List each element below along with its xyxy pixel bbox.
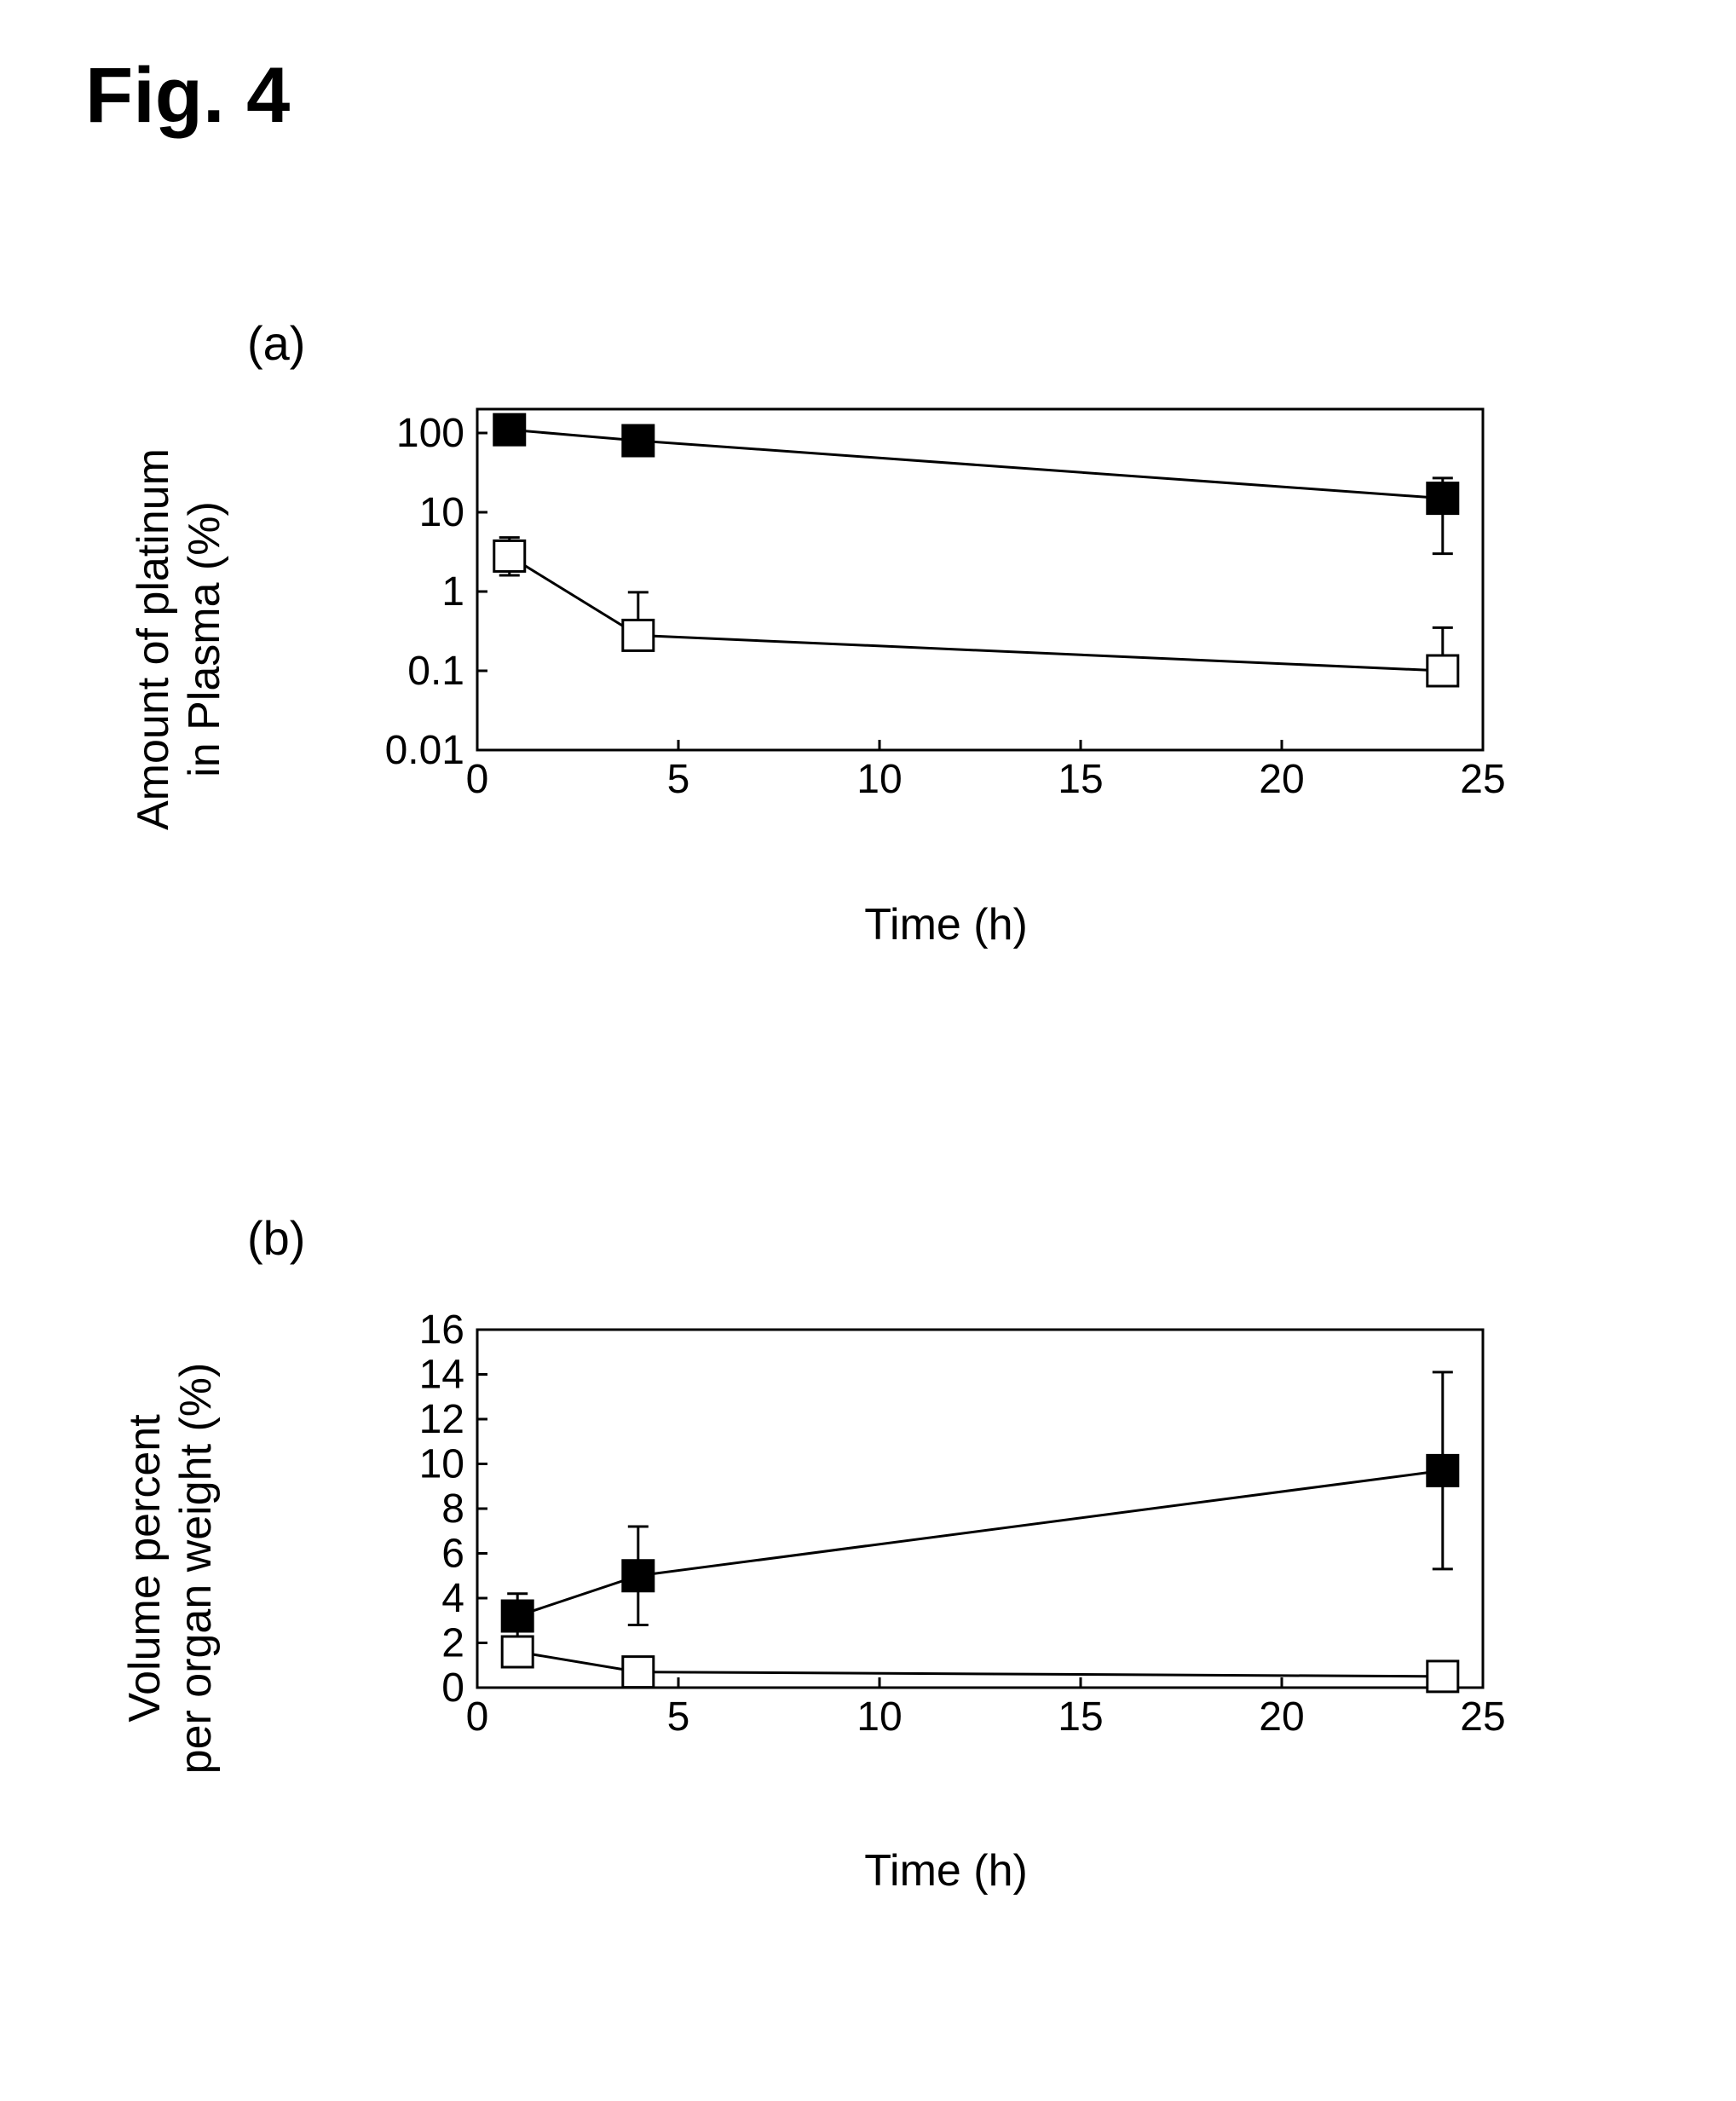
svg-text:10: 10: [856, 1694, 902, 1740]
chart-a-ylabel-line1: Amount of platinum: [129, 448, 178, 830]
svg-text:10: 10: [856, 757, 902, 802]
svg-text:5: 5: [667, 757, 690, 802]
chart-b-svg: 05101520250246810121416: [358, 1313, 1517, 1756]
svg-text:0: 0: [466, 1694, 489, 1740]
svg-text:1: 1: [441, 569, 464, 615]
svg-text:25: 25: [1460, 757, 1505, 802]
svg-text:0.01: 0.01: [385, 728, 464, 773]
svg-text:100: 100: [396, 411, 464, 456]
chart-b: 05101520250246810121416: [358, 1313, 1517, 1756]
svg-text:4: 4: [441, 1576, 464, 1621]
svg-text:0.1: 0.1: [407, 649, 464, 694]
svg-text:25: 25: [1460, 1694, 1505, 1740]
svg-text:20: 20: [1259, 1694, 1304, 1740]
svg-text:15: 15: [1058, 1694, 1103, 1740]
svg-text:2: 2: [441, 1621, 464, 1666]
figure-number-label: Fig. 4: [85, 51, 290, 141]
chart-b-ylabel-line2: per organ weight (%): [171, 1363, 221, 1775]
svg-text:16: 16: [419, 1313, 464, 1353]
svg-text:10: 10: [419, 1442, 464, 1487]
chart-a-xlabel: Time (h): [818, 899, 1074, 950]
chart-a-svg: 0 5 10 15 20 25 0.01 0.1 1 10 100: [358, 392, 1517, 818]
svg-text:0: 0: [441, 1665, 464, 1711]
svg-text:10: 10: [419, 490, 464, 535]
svg-text:8: 8: [441, 1486, 464, 1532]
chart-a: 0 5 10 15 20 25 0.01 0.1 1 10 100: [358, 392, 1517, 818]
chart-b-ylabel: Volume percent per organ weight (%): [119, 1347, 222, 1790]
panel-b-label: (b): [247, 1210, 305, 1266]
chart-b-ylabel-line1: Volume percent: [120, 1414, 170, 1722]
svg-text:20: 20: [1259, 757, 1304, 802]
svg-text:12: 12: [419, 1397, 464, 1442]
svg-text:5: 5: [667, 1694, 690, 1740]
chart-a-ylabel-line2: in Plasma (%): [180, 501, 229, 777]
chart-a-ylabel: Amount of platinum in Plasma (%): [128, 426, 230, 852]
svg-text:14: 14: [419, 1353, 464, 1398]
figure-page: Fig. 4 (a) 05101520250.010.1110100 Amoun…: [0, 0, 1736, 2101]
svg-text:15: 15: [1058, 757, 1103, 802]
panel-a-label: (a): [247, 315, 305, 371]
chart-b-xlabel: Time (h): [818, 1845, 1074, 1896]
svg-text:6: 6: [441, 1532, 464, 1577]
svg-text:0: 0: [466, 757, 489, 802]
